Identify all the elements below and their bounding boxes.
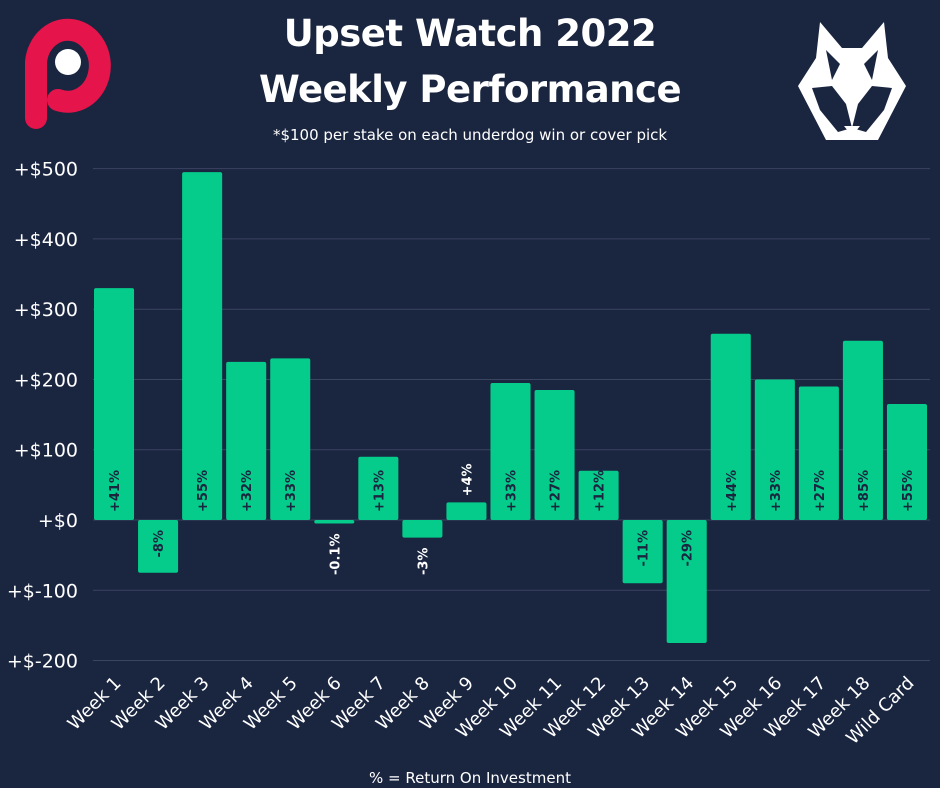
bar (886, 404, 927, 520)
data-label: +27% (813, 470, 828, 512)
bar (490, 382, 531, 520)
data-label: +13% (372, 470, 387, 512)
wolf-logo (798, 22, 906, 140)
y-tick-label: +$400 (14, 229, 78, 251)
bar (314, 520, 355, 524)
data-label: +55% (196, 470, 211, 512)
bar (226, 361, 267, 520)
data-label: +4% (460, 463, 475, 496)
chart-title-line2: Weekly Performance (258, 68, 682, 111)
data-label: -29% (681, 530, 696, 567)
data-label: +33% (769, 470, 784, 512)
y-tick-label: +$100 (14, 440, 78, 462)
y-tick-label: +$500 (14, 159, 78, 181)
p-logo (25, 18, 111, 129)
bar (270, 358, 311, 520)
data-label: +41% (108, 470, 123, 512)
data-label: +33% (284, 470, 299, 512)
data-label: +44% (725, 470, 740, 512)
bar (94, 288, 135, 520)
y-axis-ticks: +$500 +$400 +$300 +$200 +$100 +$0 +$-100 +$-200 (7, 159, 78, 673)
bar (182, 172, 223, 520)
data-label: -11% (637, 530, 652, 567)
bar (446, 502, 487, 520)
bar (138, 520, 179, 573)
y-tick-label: +$300 (14, 299, 78, 321)
bar (402, 520, 443, 538)
data-label: +33% (505, 470, 520, 512)
data-label: +55% (901, 470, 916, 512)
bar (798, 386, 839, 520)
bar (710, 333, 751, 520)
chart-title-line1: Upset Watch 2022 (283, 12, 657, 55)
bar (534, 390, 575, 520)
chart-subtitle: *$100 per stake on each underdog win or … (272, 126, 668, 144)
data-label: +12% (593, 470, 608, 512)
bar (578, 470, 619, 520)
y-tick-label: +$0 (38, 510, 78, 532)
data-label: -0.1% (328, 534, 343, 575)
data-labels: +41% -8% +55% +32% +33% -0.1% +13% -3% +4% +33% +2… (108, 463, 916, 575)
y-tick-label: +$-200 (7, 651, 78, 673)
bar (666, 520, 707, 643)
data-label: +85% (857, 470, 872, 512)
data-label: -8% (152, 530, 167, 557)
bars (94, 172, 927, 643)
y-tick-label: +$200 (14, 369, 78, 391)
bar (622, 520, 663, 584)
data-label: +27% (549, 470, 564, 512)
y-tick-label: +$-100 (7, 580, 78, 602)
bar (358, 456, 399, 520)
bar (754, 379, 795, 520)
bar (842, 340, 883, 520)
data-label: +32% (240, 470, 255, 512)
footer-note: % = Return On Investment (369, 769, 571, 787)
data-label: -3% (416, 548, 431, 575)
